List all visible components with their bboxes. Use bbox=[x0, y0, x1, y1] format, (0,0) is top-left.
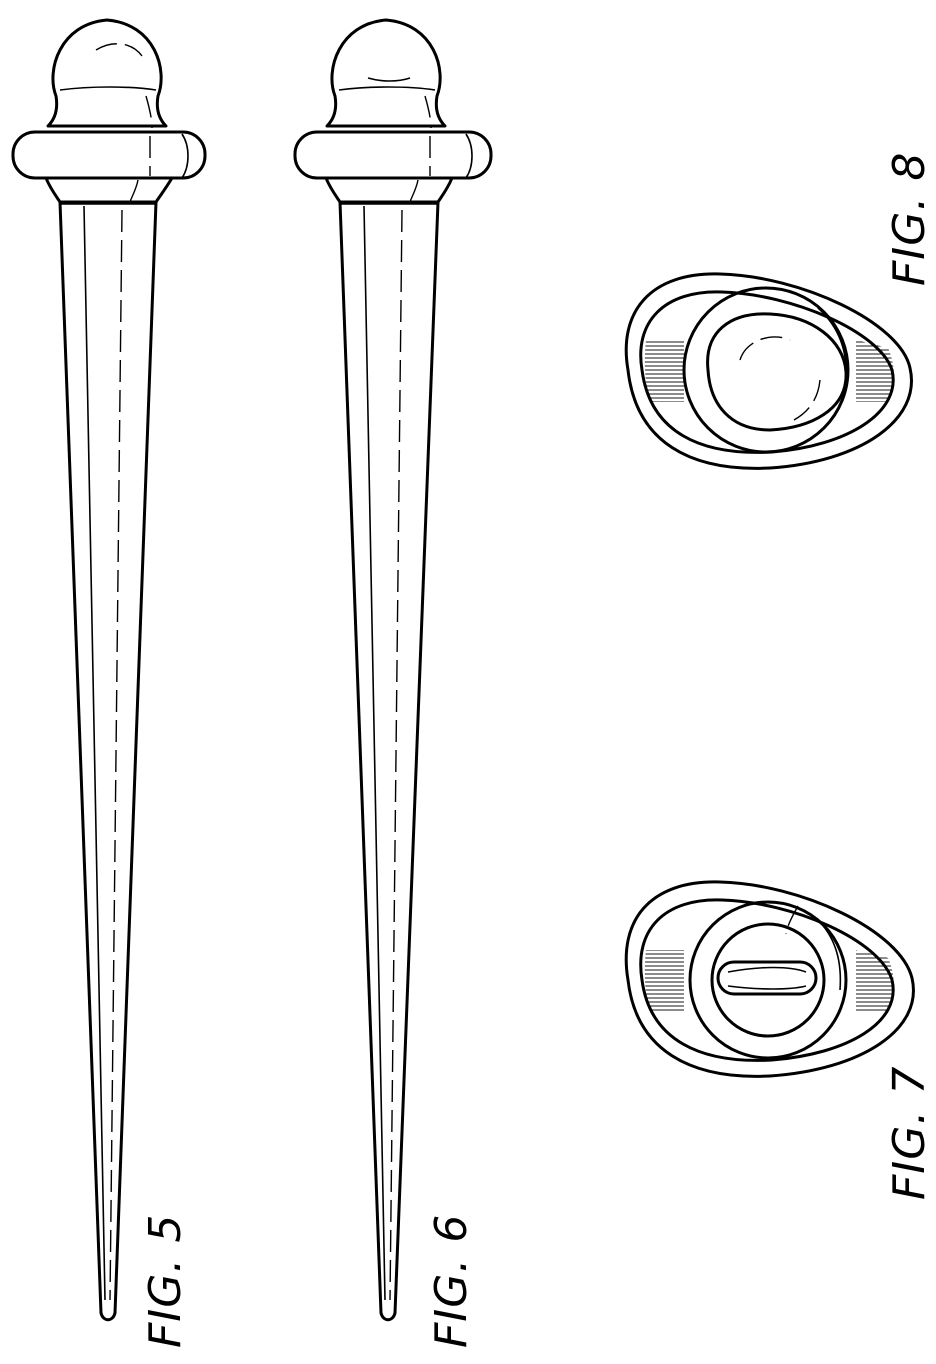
fig7-end-view bbox=[626, 882, 913, 1076]
fig6-label: FIG. 6 bbox=[426, 1214, 477, 1348]
fig6-taper-plug bbox=[295, 20, 491, 1320]
fig5-taper-plug bbox=[13, 20, 205, 1320]
fig5-label: FIG. 5 bbox=[140, 1214, 191, 1348]
fig8-end-view bbox=[626, 274, 911, 468]
fig8-label: FIG. 8 bbox=[884, 152, 935, 286]
fig7-label: FIG. 7 bbox=[884, 1066, 935, 1200]
